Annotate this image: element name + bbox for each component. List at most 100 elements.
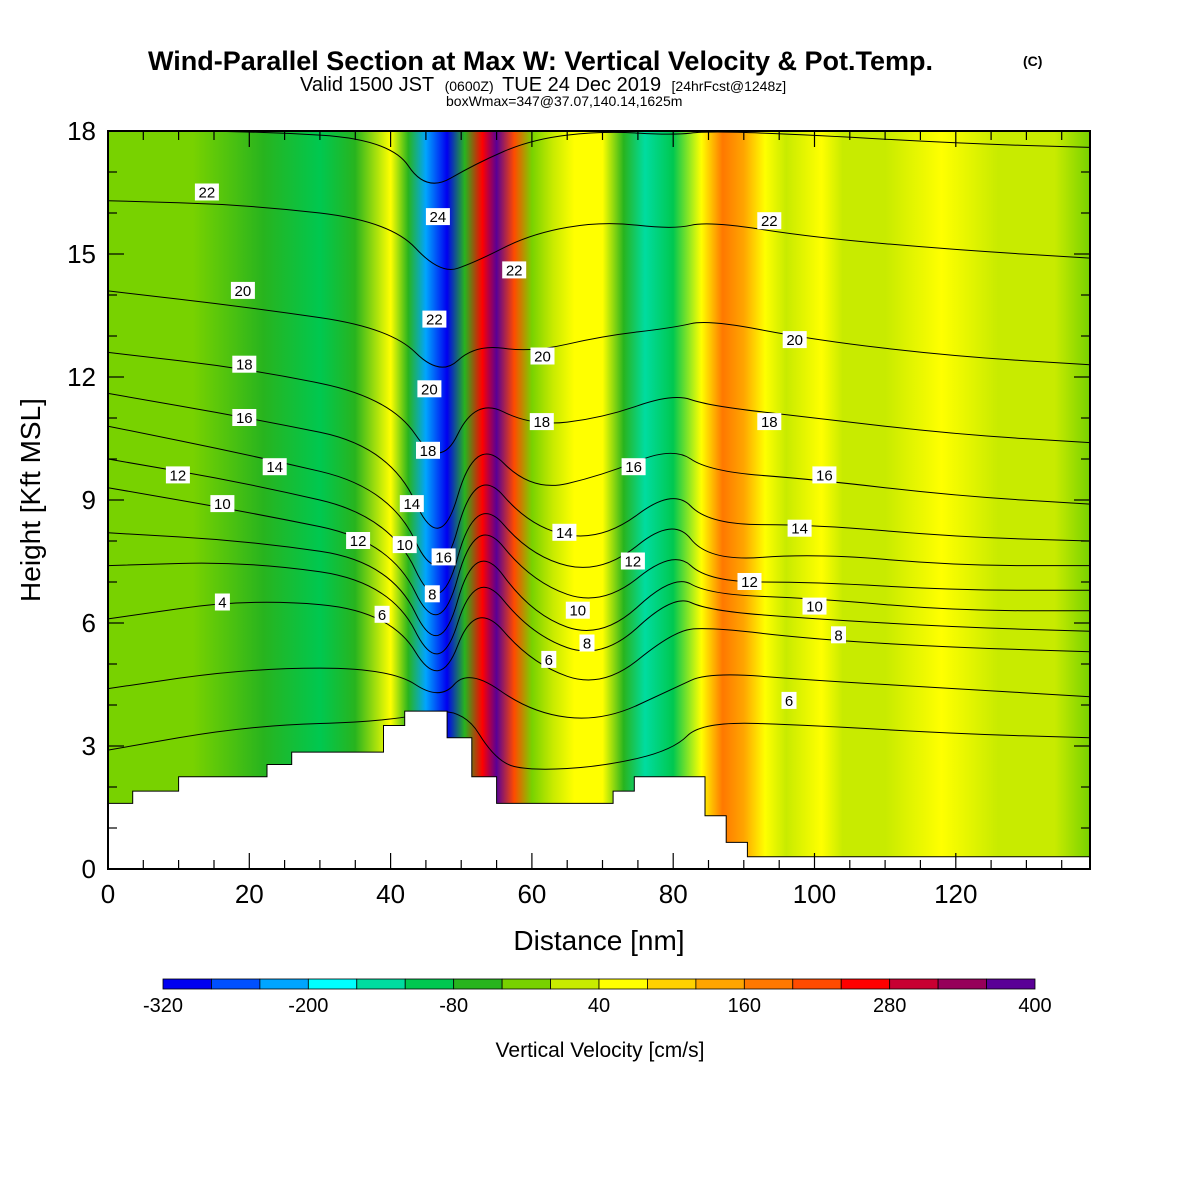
isentrope-label-bg <box>232 355 257 373</box>
x-axis-label: Distance [nm] <box>513 925 684 956</box>
isentrope-label: 12 <box>165 466 190 484</box>
isentrope-label-bg <box>552 523 577 541</box>
isentrope-label-text: 16 <box>236 410 253 427</box>
isentrope-label: 10 <box>392 536 417 554</box>
colorbar-swatch <box>598 978 648 990</box>
isentrope-label: 18 <box>232 355 257 374</box>
x-tick-label: 20 <box>235 879 264 909</box>
isentrope-label-text: 20 <box>235 283 252 300</box>
isentrope-label: 20 <box>417 380 442 398</box>
y-tick-label: 15 <box>67 239 96 269</box>
isentrope-label: 18 <box>416 441 440 460</box>
isentrope-line <box>108 131 1090 184</box>
isentrope-label-bg <box>781 691 797 709</box>
colorbar-swatch <box>501 978 551 990</box>
isentrope-label-bg <box>812 466 837 484</box>
isentrope-label-bg <box>232 409 257 426</box>
box-wmax-info: boxWmax=347@37.07,140.14,1625m <box>446 93 682 109</box>
y-tick-label: 0 <box>82 854 96 884</box>
x-axis-ticks: 0 20 40 60 80 100 120 <box>101 131 1063 909</box>
terrain-profile <box>108 710 1090 869</box>
isentrope-line <box>108 200 1090 270</box>
isentrope-label: 16 <box>621 458 646 476</box>
x-tick-label: 0 <box>101 879 115 909</box>
colorbar-label: -200 <box>288 995 328 1017</box>
isentrope-label-bg <box>802 597 827 615</box>
isentrope-label-bg <box>210 495 235 513</box>
isentrope-label: 22 <box>757 212 782 230</box>
isentrope-label-bg <box>214 593 230 611</box>
colorbar-swatch <box>792 978 842 990</box>
isentrope-label-bg <box>565 601 590 619</box>
isentrope-label-text: 16 <box>625 459 642 476</box>
isentrope-label-text: 14 <box>403 496 420 513</box>
colorbar-labels: -320 -200 -80 40 160 280 400 <box>143 995 1052 1017</box>
y-tick-label: 3 <box>82 731 96 761</box>
isentrope-label-text: 12 <box>625 554 642 571</box>
colorbar-label: 40 <box>588 995 610 1017</box>
isentrope-label: 20 <box>230 281 255 300</box>
isentrope-label-text: 20 <box>786 332 803 349</box>
isentrope-label-bg <box>422 310 447 328</box>
isentrope-label: 14 <box>552 523 577 542</box>
isentrope-label: 4 <box>214 593 230 612</box>
isentrope-label: 8 <box>424 585 440 603</box>
isentrope-label: 16 <box>812 466 837 484</box>
isentrope-label-text: 20 <box>534 349 551 366</box>
isentrope-label: 12 <box>620 552 645 571</box>
isentrope-label-bg <box>416 441 440 459</box>
colorbar-label: -320 <box>143 995 183 1017</box>
isentrope-line <box>108 667 1090 719</box>
isentrope-label-text: 8 <box>834 627 842 644</box>
isentrope-label: 10 <box>565 601 590 620</box>
isentrope-label-bg <box>262 458 287 476</box>
isentrope-label-text: 22 <box>199 185 216 202</box>
isentrope-label: 14 <box>787 519 812 538</box>
isentrope-label-text: 10 <box>806 599 823 616</box>
isentrope-label: 10 <box>802 597 827 616</box>
colorbar-swatch <box>404 978 455 990</box>
y-tick-label: 12 <box>67 362 96 392</box>
colorbar-swatch <box>889 978 939 990</box>
y-axis-label: Height [Kft MSL] <box>15 398 46 602</box>
isentrope-label: 16 <box>232 409 257 427</box>
isentrope-label-bg <box>194 183 219 201</box>
isentrope-label-bg <box>165 466 190 484</box>
isentrope-label-bg <box>782 331 807 349</box>
isentrope-label-text: 18 <box>533 414 550 431</box>
isentrope-label-text: 24 <box>430 209 447 226</box>
colorbar-swatch <box>356 978 406 990</box>
colorbar-swatch <box>550 978 600 990</box>
subtitle-date: TUE 24 Dec 2019 <box>502 74 661 96</box>
x-tick-label: 80 <box>659 879 688 909</box>
isentrope-label-text: 12 <box>741 574 758 591</box>
isentrope-label: 18 <box>529 413 554 431</box>
isentrope-label-text: 12 <box>170 467 187 484</box>
isentrope-label: 22 <box>422 310 447 329</box>
colorbar-label: -80 <box>439 995 468 1017</box>
isentrope-label-bg <box>787 519 812 537</box>
isentrope-label-bg <box>757 212 782 230</box>
x-tick-label: 40 <box>376 879 405 909</box>
isentrope-label: 22 <box>502 261 527 279</box>
contour-labels: 22 24 22 22 20 22 20 20 18 20 18 18 16 18 16 16 12 14 14 14… <box>165 183 846 710</box>
isentrope-label-text: 10 <box>569 603 586 620</box>
x-tick-label: 120 <box>934 879 977 909</box>
isentrope-label-text: 20 <box>421 381 438 398</box>
isentrope-label: 8 <box>579 634 595 653</box>
x-tick-label: 60 <box>517 879 546 909</box>
x-tick-label: 100 <box>793 879 836 909</box>
isentrope-label-text: 10 <box>396 537 413 554</box>
isentrope-label-bg <box>737 573 762 590</box>
isentrope-label-text: 8 <box>428 586 436 603</box>
isentrope-label-bg <box>530 347 555 365</box>
isentrope-label-bg <box>579 634 595 652</box>
isentrope-label-text: 16 <box>435 549 452 566</box>
isentrope-label-text: 8 <box>583 636 591 653</box>
isentrope-label-bg <box>346 532 371 549</box>
isentrope-label-text: 12 <box>350 533 367 550</box>
colorbar-swatch <box>937 978 987 990</box>
colorbar-swatch <box>259 978 309 990</box>
y-axis-ticks: 0 3 6 9 12 15 18 <box>67 116 1090 884</box>
